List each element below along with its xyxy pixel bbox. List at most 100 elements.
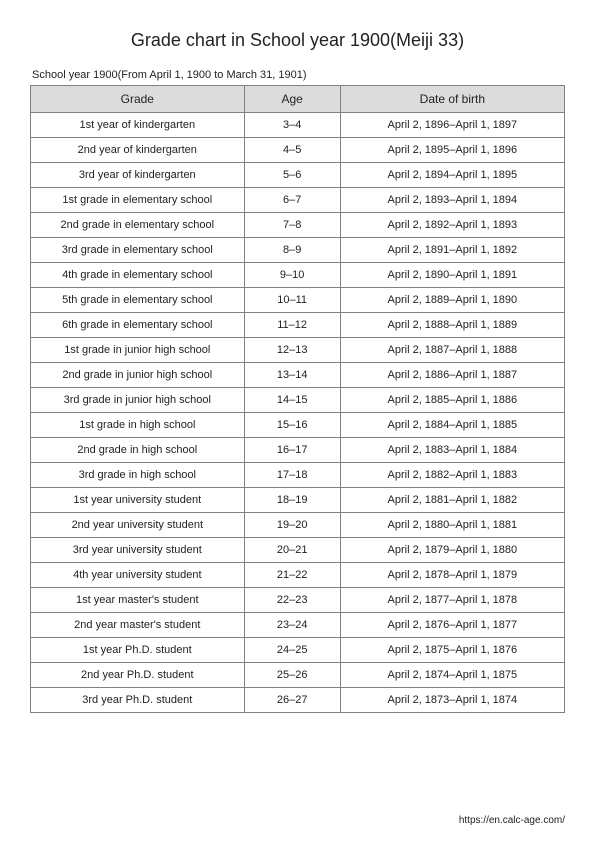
table-cell: April 2, 1895–April 1, 1896 <box>340 138 564 163</box>
table-cell: 17–18 <box>244 463 340 488</box>
table-header-row: Grade Age Date of birth <box>31 86 565 113</box>
table-cell: 1st grade in junior high school <box>31 338 245 363</box>
table-row: 2nd year university student19–20April 2,… <box>31 513 565 538</box>
table-cell: April 2, 1889–April 1, 1890 <box>340 288 564 313</box>
table-cell: 11–12 <box>244 313 340 338</box>
table-cell: 9–10 <box>244 263 340 288</box>
table-row: 2nd grade in high school16–17April 2, 18… <box>31 438 565 463</box>
table-cell: 16–17 <box>244 438 340 463</box>
col-header-grade: Grade <box>31 86 245 113</box>
table-cell: 1st year university student <box>31 488 245 513</box>
table-cell: 3rd grade in high school <box>31 463 245 488</box>
table-cell: 13–14 <box>244 363 340 388</box>
table-row: 2nd year Ph.D. student25–26April 2, 1874… <box>31 663 565 688</box>
table-cell: 2nd year of kindergarten <box>31 138 245 163</box>
col-header-age: Age <box>244 86 340 113</box>
table-cell: 7–8 <box>244 213 340 238</box>
table-cell: April 2, 1874–April 1, 1875 <box>340 663 564 688</box>
table-cell: April 2, 1883–April 1, 1884 <box>340 438 564 463</box>
table-cell: 12–13 <box>244 338 340 363</box>
table-cell: 6th grade in elementary school <box>31 313 245 338</box>
table-row: 1st year university student18–19April 2,… <box>31 488 565 513</box>
col-header-dob: Date of birth <box>340 86 564 113</box>
table-cell: April 2, 1896–April 1, 1897 <box>340 113 564 138</box>
table-cell: 3rd year Ph.D. student <box>31 688 245 713</box>
table-cell: April 2, 1887–April 1, 1888 <box>340 338 564 363</box>
table-row: 1st grade in high school15–16April 2, 18… <box>31 413 565 438</box>
table-row: 3rd year Ph.D. student26–27April 2, 1873… <box>31 688 565 713</box>
table-row: 3rd grade in high school17–18April 2, 18… <box>31 463 565 488</box>
table-cell: 3rd year university student <box>31 538 245 563</box>
table-row: 2nd year master's student23–24April 2, 1… <box>31 613 565 638</box>
table-cell: 2nd grade in high school <box>31 438 245 463</box>
table-row: 1st year Ph.D. student24–25April 2, 1875… <box>31 638 565 663</box>
table-cell: 1st year of kindergarten <box>31 113 245 138</box>
table-cell: April 2, 1875–April 1, 1876 <box>340 638 564 663</box>
table-cell: 26–27 <box>244 688 340 713</box>
table-cell: 2nd year master's student <box>31 613 245 638</box>
table-cell: 22–23 <box>244 588 340 613</box>
subtitle: School year 1900(From April 1, 1900 to M… <box>32 69 565 81</box>
table-cell: 3rd grade in junior high school <box>31 388 245 413</box>
table-cell: 21–22 <box>244 563 340 588</box>
table-cell: 18–19 <box>244 488 340 513</box>
table-row: 1st grade in junior high school12–13Apri… <box>31 338 565 363</box>
table-cell: April 2, 1882–April 1, 1883 <box>340 463 564 488</box>
table-cell: 2nd grade in elementary school <box>31 213 245 238</box>
table-cell: 1st year Ph.D. student <box>31 638 245 663</box>
grade-table: Grade Age Date of birth 1st year of kind… <box>30 85 565 713</box>
table-row: 6th grade in elementary school11–12April… <box>31 313 565 338</box>
table-row: 3rd grade in elementary school8–9April 2… <box>31 238 565 263</box>
table-cell: 1st grade in high school <box>31 413 245 438</box>
table-cell: 5–6 <box>244 163 340 188</box>
table-row: 5th grade in elementary school10–11April… <box>31 288 565 313</box>
footer-url: https://en.calc-age.com/ <box>459 815 565 826</box>
table-cell: 2nd year university student <box>31 513 245 538</box>
table-cell: 1st year master's student <box>31 588 245 613</box>
table-cell: 10–11 <box>244 288 340 313</box>
table-row: 2nd grade in elementary school7–8April 2… <box>31 213 565 238</box>
table-cell: 24–25 <box>244 638 340 663</box>
table-cell: 4th year university student <box>31 563 245 588</box>
table-row: 1st year of kindergarten3–4April 2, 1896… <box>31 113 565 138</box>
table-cell: 5th grade in elementary school <box>31 288 245 313</box>
table-cell: 23–24 <box>244 613 340 638</box>
table-cell: 4th grade in elementary school <box>31 263 245 288</box>
table-row: 4th grade in elementary school9–10April … <box>31 263 565 288</box>
table-cell: April 2, 1888–April 1, 1889 <box>340 313 564 338</box>
table-row: 2nd year of kindergarten4–5April 2, 1895… <box>31 138 565 163</box>
table-row: 3rd grade in junior high school14–15Apri… <box>31 388 565 413</box>
table-cell: April 2, 1880–April 1, 1881 <box>340 513 564 538</box>
table-cell: April 2, 1878–April 1, 1879 <box>340 563 564 588</box>
table-row: 2nd grade in junior high school13–14Apri… <box>31 363 565 388</box>
table-cell: April 2, 1894–April 1, 1895 <box>340 163 564 188</box>
table-cell: April 2, 1890–April 1, 1891 <box>340 263 564 288</box>
table-cell: 3rd year of kindergarten <box>31 163 245 188</box>
table-cell: 15–16 <box>244 413 340 438</box>
table-cell: 2nd grade in junior high school <box>31 363 245 388</box>
table-cell: 8–9 <box>244 238 340 263</box>
table-row: 1st grade in elementary school6–7April 2… <box>31 188 565 213</box>
table-cell: 6–7 <box>244 188 340 213</box>
table-cell: April 2, 1884–April 1, 1885 <box>340 413 564 438</box>
table-cell: 2nd year Ph.D. student <box>31 663 245 688</box>
table-row: 1st year master's student22–23April 2, 1… <box>31 588 565 613</box>
table-cell: April 2, 1873–April 1, 1874 <box>340 688 564 713</box>
table-cell: 3–4 <box>244 113 340 138</box>
table-cell: April 2, 1886–April 1, 1887 <box>340 363 564 388</box>
table-cell: 3rd grade in elementary school <box>31 238 245 263</box>
table-row: 3rd year of kindergarten5–6April 2, 1894… <box>31 163 565 188</box>
table-cell: 25–26 <box>244 663 340 688</box>
table-cell: 20–21 <box>244 538 340 563</box>
table-row: 3rd year university student20–21April 2,… <box>31 538 565 563</box>
table-cell: April 2, 1877–April 1, 1878 <box>340 588 564 613</box>
table-cell: April 2, 1876–April 1, 1877 <box>340 613 564 638</box>
table-cell: 14–15 <box>244 388 340 413</box>
table-cell: April 2, 1885–April 1, 1886 <box>340 388 564 413</box>
table-cell: April 2, 1879–April 1, 1880 <box>340 538 564 563</box>
table-row: 4th year university student21–22April 2,… <box>31 563 565 588</box>
table-cell: April 2, 1891–April 1, 1892 <box>340 238 564 263</box>
page-title: Grade chart in School year 1900(Meiji 33… <box>30 30 565 51</box>
table-cell: 1st grade in elementary school <box>31 188 245 213</box>
table-cell: April 2, 1881–April 1, 1882 <box>340 488 564 513</box>
